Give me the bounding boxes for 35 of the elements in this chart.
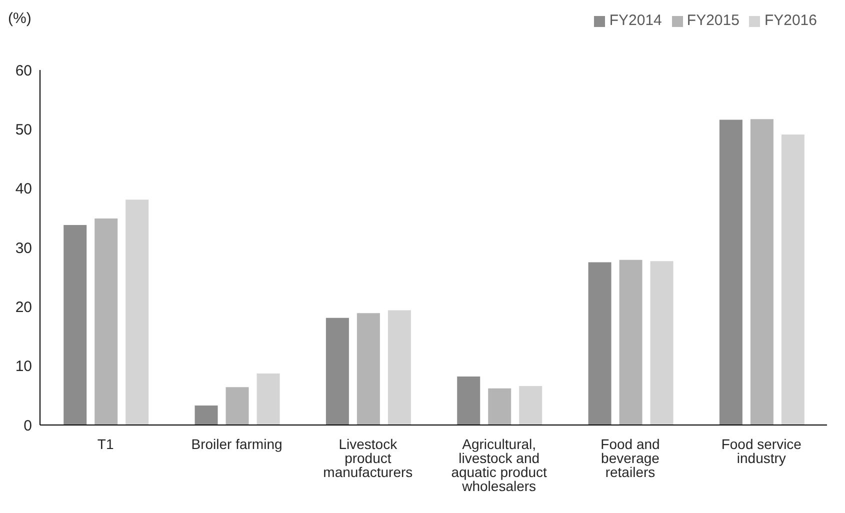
bar	[326, 318, 349, 425]
bar	[64, 225, 87, 425]
bar	[488, 388, 512, 425]
bar	[226, 387, 249, 425]
bar	[781, 134, 804, 425]
x-tick-label: Food and beverage retailers	[600, 436, 660, 480]
bar	[194, 405, 218, 425]
x-tick-label: Livestock product manufacturers	[323, 436, 413, 480]
bar	[519, 386, 542, 425]
legend-label: FY2016	[764, 12, 817, 29]
y-tick-label: 0	[24, 417, 32, 434]
bar	[588, 262, 612, 425]
y-axis-title: (%)	[8, 10, 32, 27]
bar	[619, 260, 642, 425]
x-tick-label: Food service industry	[721, 436, 802, 466]
y-tick-label: 10	[15, 358, 32, 376]
bar	[356, 313, 380, 425]
bar	[457, 376, 480, 425]
legend-label: FY2014	[609, 12, 662, 29]
y-tick-label: 30	[15, 240, 32, 257]
y-tick-label: 20	[15, 298, 32, 316]
bar	[388, 310, 411, 425]
bar	[719, 120, 742, 425]
bar	[650, 261, 674, 425]
bar	[94, 218, 118, 425]
y-tick-label: 40	[15, 180, 32, 198]
x-tick-label: Agricultural, livestock and aquatic product wholesalers	[451, 436, 548, 494]
y-tick-label: 60	[15, 62, 32, 80]
bar	[750, 119, 774, 425]
x-tick-label: T1	[97, 436, 114, 452]
bar	[126, 200, 149, 425]
legend-label: FY2015	[686, 12, 740, 29]
bar	[256, 374, 280, 425]
y-tick-label: 50	[15, 121, 32, 138]
x-tick-label: Broiler farming	[191, 436, 282, 452]
